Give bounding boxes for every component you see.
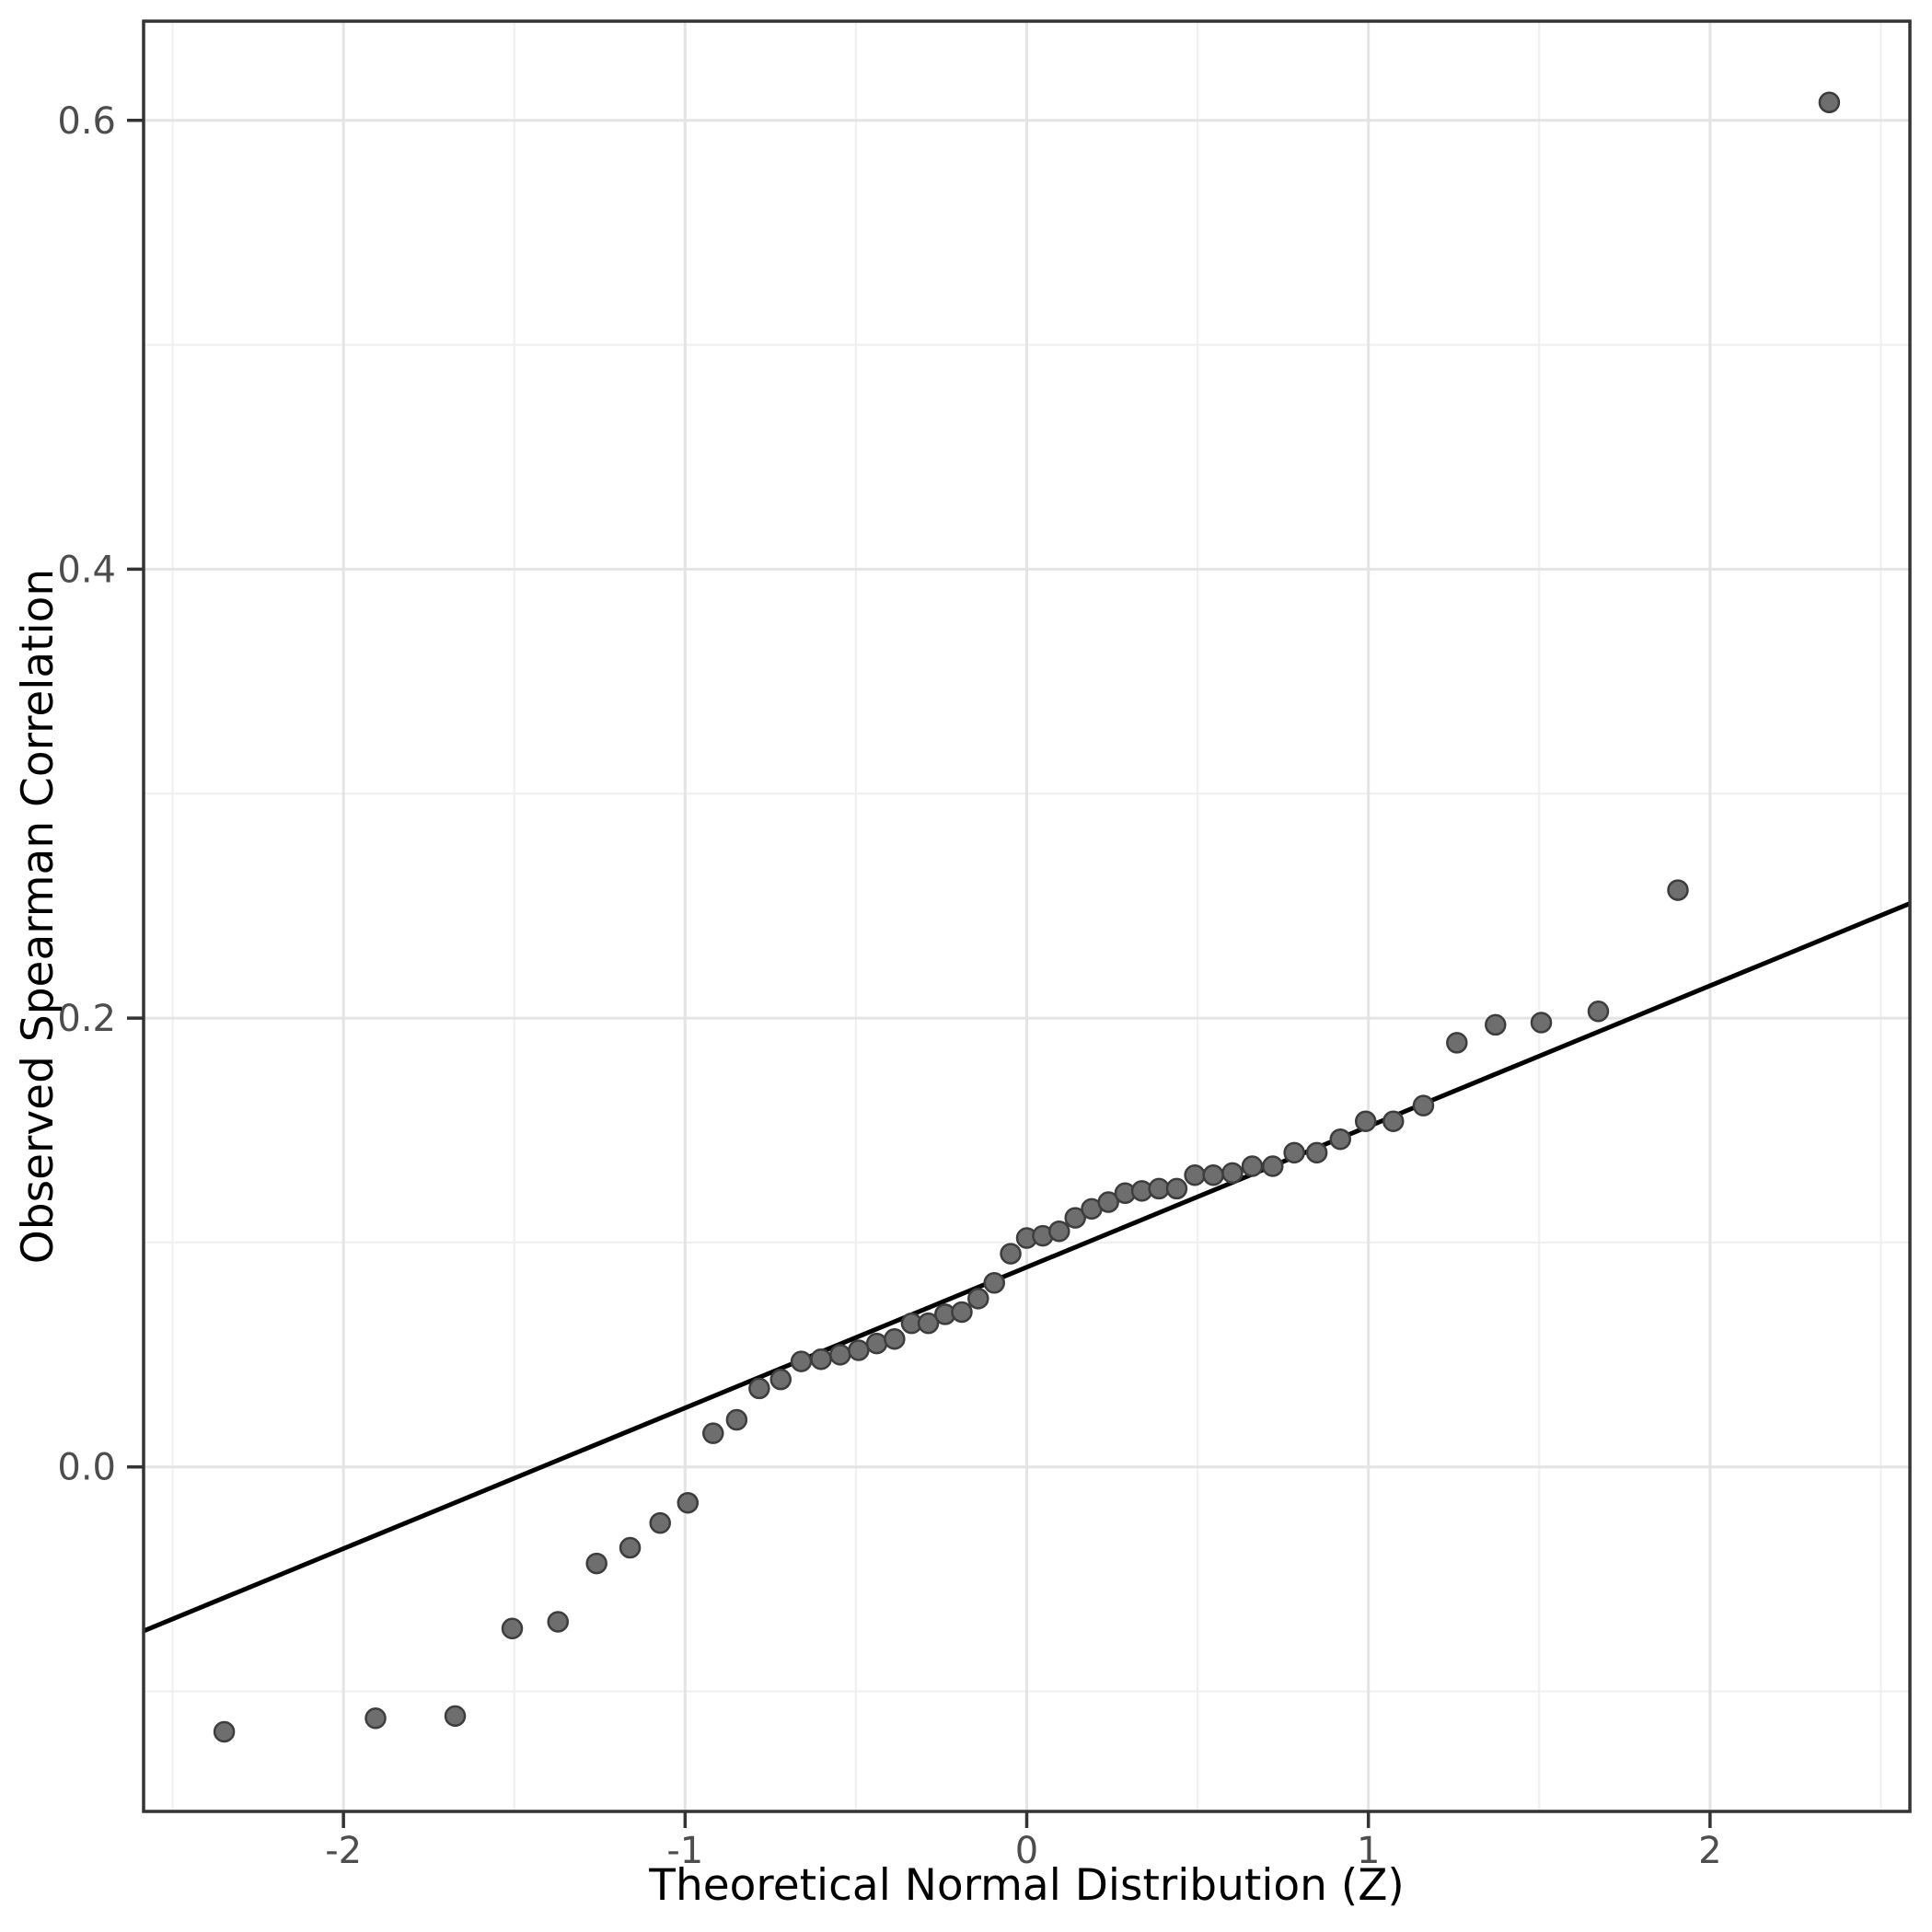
data-point bbox=[501, 1617, 524, 1640]
y-tick-label: 0.6 bbox=[57, 100, 116, 143]
data-point bbox=[748, 1377, 770, 1400]
data-point bbox=[967, 1288, 989, 1310]
data-point bbox=[790, 1350, 813, 1372]
data-point bbox=[1667, 879, 1689, 901]
data-point bbox=[1382, 1110, 1405, 1132]
data-point bbox=[951, 1301, 973, 1324]
data-point bbox=[677, 1491, 700, 1514]
data-point bbox=[1241, 1155, 1264, 1177]
y-tick-label: 0.0 bbox=[57, 1447, 116, 1489]
x-tick-label: 0 bbox=[1015, 1830, 1038, 1872]
x-axis-ticks bbox=[341, 1811, 1712, 1828]
data-point bbox=[769, 1368, 792, 1391]
data-point bbox=[213, 1720, 236, 1743]
data-point bbox=[848, 1339, 870, 1361]
y-axis-ticks bbox=[127, 119, 144, 1469]
data-point bbox=[829, 1344, 851, 1366]
data-point bbox=[1184, 1164, 1206, 1186]
x-tick-label: 2 bbox=[1698, 1830, 1721, 1872]
data-point bbox=[1446, 1032, 1468, 1054]
x-tick-label: 1 bbox=[1357, 1830, 1380, 1872]
data-point bbox=[547, 1611, 569, 1633]
data-point bbox=[917, 1312, 940, 1335]
data-point bbox=[1202, 1164, 1224, 1186]
data-point bbox=[865, 1332, 888, 1355]
scatter-points bbox=[213, 91, 1841, 1743]
data-point bbox=[1305, 1141, 1328, 1164]
data-point bbox=[1530, 1012, 1553, 1034]
data-point bbox=[585, 1552, 607, 1575]
data-point bbox=[810, 1348, 832, 1371]
y-tick-label: 0.4 bbox=[57, 549, 116, 591]
qq-reference-line bbox=[143, 901, 1911, 1634]
y-axis-tick-labels: 0.0 0.2 0.4 0.6 bbox=[57, 100, 116, 1489]
x-axis-title: Theoretical Normal Distribution (Z) bbox=[648, 1860, 1405, 1911]
data-point bbox=[702, 1422, 724, 1444]
y-tick-label: 0.2 bbox=[57, 998, 116, 1040]
data-point bbox=[1818, 91, 1841, 114]
data-point bbox=[1064, 1207, 1086, 1229]
data-point bbox=[1048, 1220, 1070, 1243]
x-tick-label: -1 bbox=[666, 1830, 703, 1872]
data-point bbox=[1283, 1141, 1305, 1164]
data-point bbox=[1221, 1162, 1244, 1185]
data-point bbox=[1165, 1177, 1188, 1200]
data-point bbox=[1587, 1001, 1610, 1023]
data-point bbox=[983, 1272, 1005, 1294]
major-gridlines bbox=[144, 21, 1910, 1811]
y-axis-title: Observed Spearman Correlation bbox=[13, 569, 64, 1264]
data-point bbox=[1000, 1243, 1022, 1265]
data-point bbox=[444, 1705, 467, 1728]
data-point bbox=[619, 1536, 642, 1559]
data-point bbox=[1412, 1094, 1435, 1116]
x-tick-label: -2 bbox=[325, 1830, 362, 1872]
data-point bbox=[1261, 1155, 1284, 1177]
data-point bbox=[1354, 1110, 1377, 1132]
data-point bbox=[1148, 1177, 1170, 1200]
data-point bbox=[725, 1408, 748, 1431]
data-point bbox=[1485, 1013, 1507, 1036]
x-axis-tick-labels: -2 -1 0 1 2 bbox=[325, 1830, 1721, 1872]
data-point bbox=[364, 1707, 387, 1730]
data-point bbox=[1097, 1191, 1119, 1213]
data-point bbox=[1329, 1128, 1351, 1151]
data-point bbox=[884, 1327, 906, 1350]
data-point bbox=[649, 1511, 671, 1534]
